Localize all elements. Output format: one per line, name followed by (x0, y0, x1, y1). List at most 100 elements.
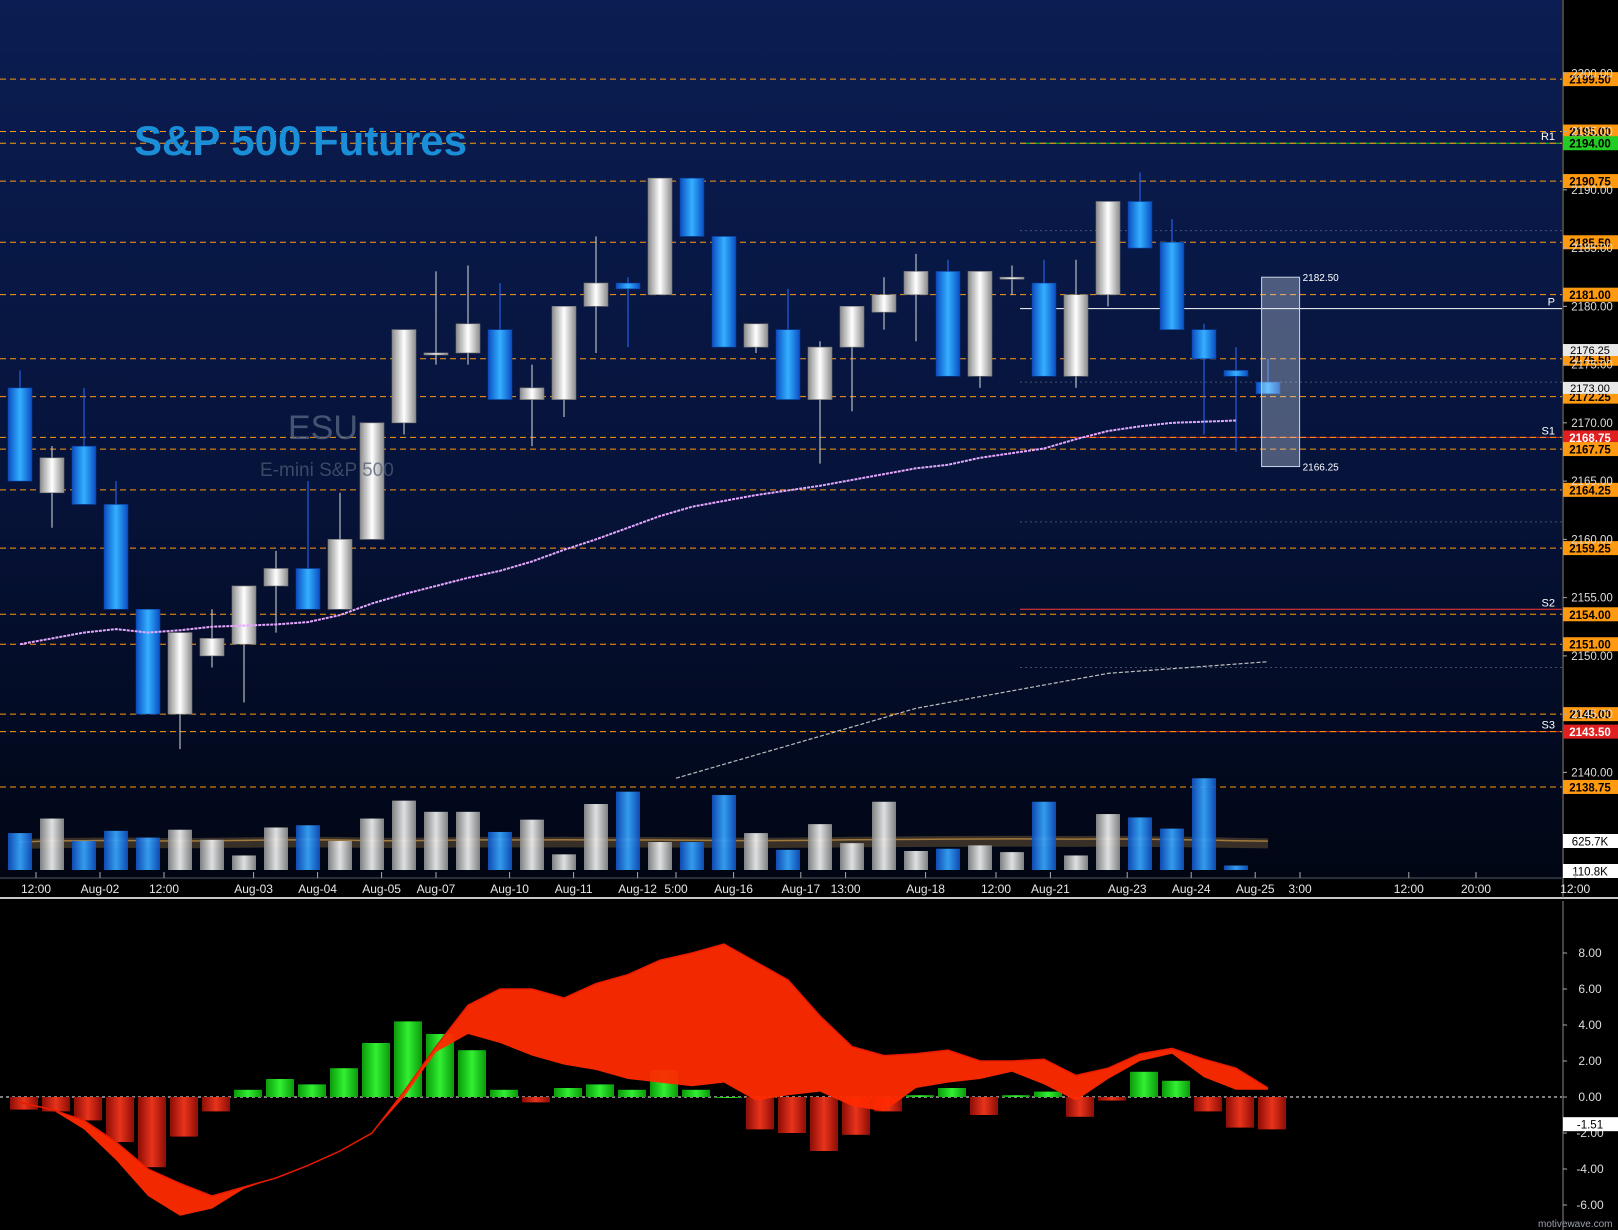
volume-bar (200, 839, 224, 870)
volume-bar (104, 830, 128, 870)
osc-tick-label: -6.00 (1576, 1198, 1604, 1212)
price-tick-label: 2145.00 (1571, 709, 1613, 721)
level-label: 2181.00 (1569, 290, 1611, 302)
volume-bar (616, 791, 640, 870)
level-label: 2138.75 (1569, 782, 1611, 794)
volume-bar (456, 811, 480, 870)
x-tick-label: Aug-24 (1172, 882, 1211, 896)
histogram-bar (682, 1089, 710, 1097)
histogram-bar (202, 1097, 230, 1112)
level-label-bg (1563, 541, 1618, 556)
histogram-bar (138, 1097, 166, 1168)
level-label-bg (1563, 724, 1618, 739)
level-label-bg (1563, 637, 1618, 652)
histogram-bar (1130, 1071, 1158, 1097)
price-tick-label: 2180.00 (1571, 301, 1613, 313)
price-tick-label: 2140.00 (1571, 767, 1613, 779)
level-label: 2185.50 (1569, 238, 1611, 250)
x-tick-label: Aug-07 (417, 882, 456, 896)
candle-body (519, 387, 545, 400)
level-label: 2190.75 (1569, 177, 1611, 189)
candle-body (551, 306, 577, 400)
volume-bar (168, 829, 192, 870)
candle-body (935, 271, 961, 377)
price-marker-label: 2176.25 (1570, 345, 1610, 357)
histogram-bar (618, 1089, 646, 1097)
candle-body (807, 346, 833, 400)
candle-body (1159, 241, 1185, 330)
level-label: 2199.50 (1569, 75, 1611, 87)
volume-bar (520, 819, 544, 870)
candle-body (967, 271, 993, 377)
level-label-bg (1563, 124, 1618, 139)
signal-ribbon (20, 944, 1268, 1216)
candle-body (775, 329, 801, 400)
candle-body (999, 276, 1025, 280)
osc-tick-label: 2.00 (1578, 1054, 1602, 1068)
volume-bar (72, 840, 96, 870)
x-tick-label: Aug-10 (490, 882, 529, 896)
histogram-bar (746, 1097, 774, 1130)
volume-average-line (19, 838, 1269, 843)
volume-bar (1128, 817, 1152, 870)
range-box (1261, 276, 1301, 468)
osc-tick-label: 4.00 (1578, 1018, 1602, 1032)
volume-bar (1160, 828, 1184, 870)
candle-body (7, 387, 33, 482)
x-tick-label: 12:00 (1560, 882, 1590, 896)
price-tick-label: 2190.00 (1571, 185, 1613, 197)
symbol-description-watermark: E-mini S&P 500 (260, 460, 394, 481)
volume-bar (648, 842, 672, 870)
volume-bar (360, 818, 384, 870)
x-tick-label: Aug-23 (1108, 882, 1147, 896)
x-tick-label: Aug-04 (298, 882, 337, 896)
symbol-watermark: ESU (288, 409, 358, 447)
volume-bar (424, 811, 448, 870)
price-tick-label: 2160.00 (1571, 534, 1613, 546)
volume-bar (1224, 865, 1248, 870)
volume-bar (40, 818, 64, 870)
price-marker-bg (1563, 344, 1618, 357)
level-label: 2164.25 (1569, 485, 1611, 497)
candle-body (135, 608, 161, 715)
osc-tick-label: -4.00 (1576, 1162, 1604, 1176)
histogram-bar (490, 1089, 518, 1097)
x-tick-label: Aug-12 (618, 882, 657, 896)
range-box-low-label: 2166.25 (1303, 463, 1340, 474)
histogram-bar (554, 1088, 582, 1097)
histogram-bar (1162, 1080, 1190, 1097)
candle-body (231, 585, 257, 645)
histogram-bar (170, 1097, 198, 1137)
x-tick-label: Aug-11 (555, 882, 593, 896)
price-tick-label: 2150.00 (1571, 651, 1613, 663)
candle-body (1223, 370, 1249, 377)
candle-body (295, 568, 321, 610)
x-tick-label: Aug-18 (906, 882, 945, 896)
x-tick-label: 12:00 (981, 882, 1011, 896)
level-label: 2167.75 (1569, 445, 1611, 457)
fast-moving-average (19, 419, 1237, 646)
x-tick-label: 12:00 (21, 882, 51, 896)
candle-body (1255, 381, 1281, 395)
price-tick-label: 2155.00 (1571, 593, 1613, 605)
volume-label-bg (1563, 864, 1618, 878)
level-label: 2154.00 (1569, 610, 1611, 622)
level-label-bg (1563, 607, 1618, 622)
level-label-bg (1563, 174, 1618, 189)
x-tick-label: 3:00 (1288, 882, 1312, 896)
volume-bar (776, 849, 800, 870)
price-tick-label: 2200.00 (1571, 68, 1613, 80)
volume-bar (904, 850, 928, 870)
price-marker-label: 2173.00 (1570, 383, 1610, 395)
osc-tick-label: 8.00 (1578, 946, 1602, 960)
level-label-bg (1563, 287, 1618, 302)
candle-body (871, 294, 897, 313)
histogram-bar (810, 1097, 838, 1151)
volume-label: 110.8K (1572, 867, 1608, 879)
histogram-bar (330, 1068, 358, 1097)
candle-body (711, 236, 737, 348)
level-label: 2143.50 (1569, 727, 1611, 739)
candle-body (1127, 201, 1153, 249)
volume-bar (1192, 778, 1216, 870)
pivot-label-s1: S1 (1542, 425, 1555, 437)
